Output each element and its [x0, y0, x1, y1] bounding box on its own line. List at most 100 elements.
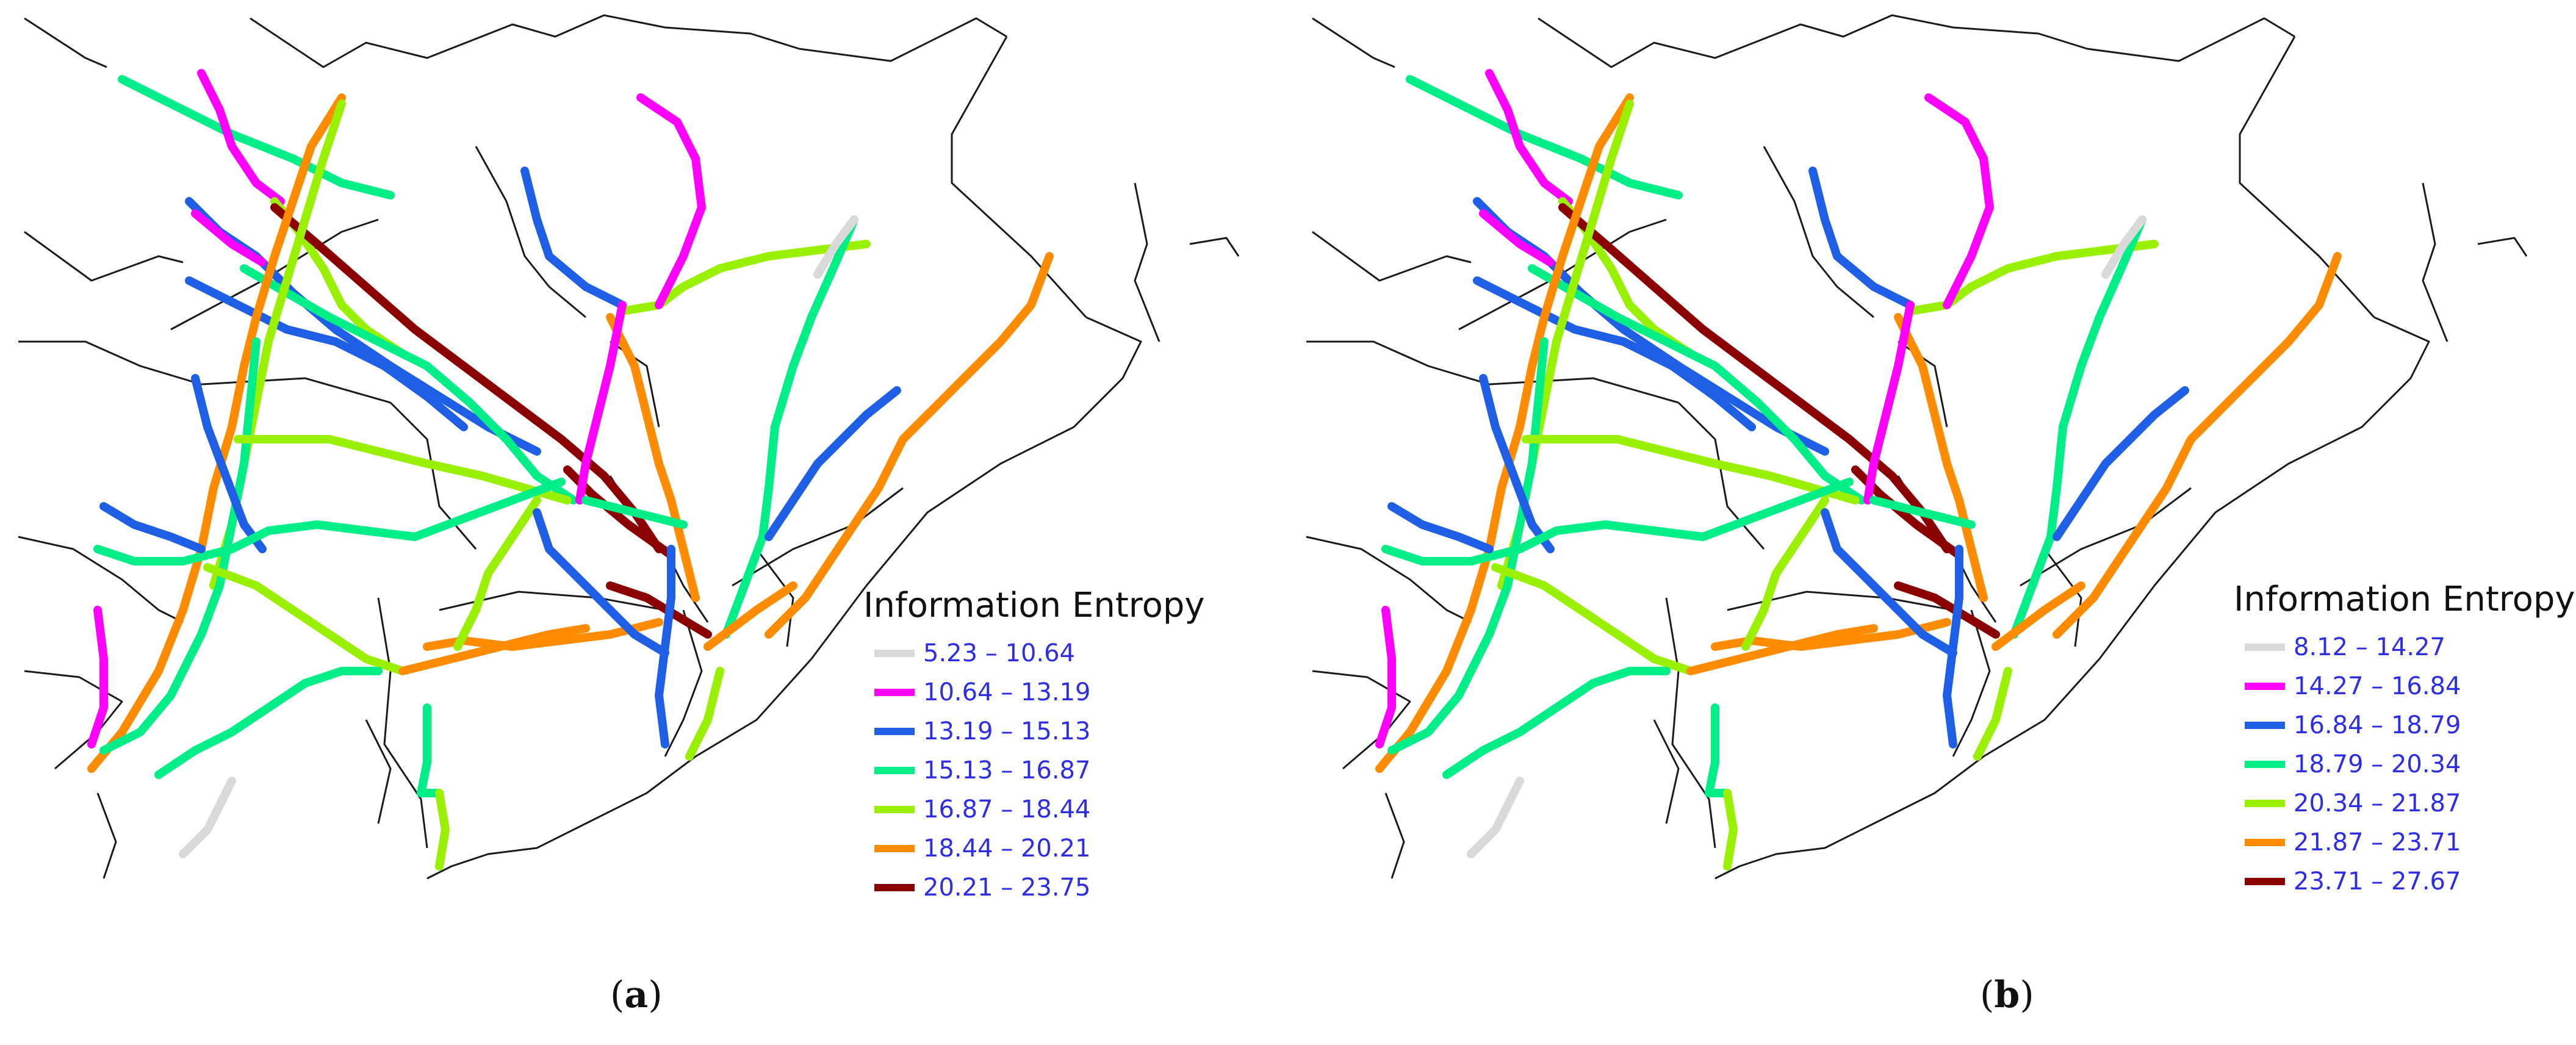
- panel-caption: (a): [610, 974, 663, 1016]
- route-segment: [234, 435, 572, 505]
- boundary-line: [1134, 182, 1160, 342]
- boundary-line: [664, 609, 703, 757]
- map-panel-a: Information Entropy 5.23 – 10.64 10.64 –…: [0, 0, 1288, 1045]
- route-segment: [655, 545, 675, 749]
- route-segment: [685, 667, 724, 761]
- route-segment: [398, 624, 590, 675]
- boundary-line: [2239, 36, 2375, 318]
- route-segment: [1375, 606, 1396, 749]
- route-segment: [1479, 374, 1555, 553]
- legend-swatch: [2245, 878, 2285, 885]
- route-segment: [118, 75, 395, 199]
- boundary-line: [1384, 792, 1405, 879]
- route-segment: [179, 777, 236, 858]
- route-segment: [1387, 337, 1549, 755]
- route-segment: [2053, 252, 2342, 639]
- route-segment: [1686, 624, 1878, 675]
- boundary-line: [1312, 17, 1395, 68]
- route-segment: [99, 502, 206, 553]
- boundary-line: [1653, 719, 1680, 824]
- boundaries-layer: [1306, 14, 2528, 880]
- legend-item: 13.19 – 15.13: [863, 712, 1205, 751]
- route-segment: [1375, 93, 1634, 773]
- legend-item: 21.87 – 23.71: [2234, 823, 2575, 862]
- boundary-line: [2043, 548, 2082, 647]
- legend-swatch: [2245, 722, 2285, 729]
- route-segment: [1894, 313, 1988, 602]
- legend: Information Entropy 8.12 – 14.27 14.27 –…: [2234, 580, 2575, 901]
- route-segment: [1991, 581, 2085, 651]
- boundary-line: [1312, 670, 1411, 770]
- route-segment: [636, 93, 706, 309]
- route-segment: [1485, 69, 1573, 206]
- route-segment: [575, 301, 627, 505]
- map-panel-b: Information Entropy 8.12 – 14.27 14.27 –…: [1288, 0, 2576, 1045]
- legend-item: 18.44 – 20.21: [863, 829, 1205, 868]
- route-segment: [813, 215, 858, 279]
- legend-label: 14.27 – 16.84: [2294, 672, 2461, 700]
- map-b[interactable]: [1288, 0, 2576, 1045]
- legend-label: 8.12 – 14.27: [2294, 633, 2446, 661]
- route-segment: [203, 563, 407, 675]
- route-segment: [2053, 386, 2189, 541]
- legend-item: 5.23 – 10.64: [863, 634, 1205, 673]
- boundary-line: [2422, 182, 2448, 342]
- route-segment: [1821, 508, 1957, 657]
- route-segment: [1528, 264, 1866, 505]
- legend-item: 16.84 – 18.79: [2234, 706, 2575, 745]
- route-segment: [1442, 667, 1671, 779]
- boundary-line: [2477, 237, 2528, 257]
- boundary-line: [951, 36, 1087, 318]
- boundary-line: [1189, 237, 1240, 257]
- route-segment: [191, 209, 267, 267]
- legend-label: 18.44 – 20.21: [923, 835, 1091, 863]
- boundary-line: [377, 597, 428, 849]
- route-segment: [703, 581, 797, 651]
- boundary-line: [1306, 340, 1679, 404]
- route-segment: [581, 496, 688, 529]
- legend-item: 20.34 – 21.87: [2234, 784, 2575, 823]
- boundary-line: [1665, 597, 1716, 849]
- route-segment: [1387, 502, 1494, 553]
- legend-label: 16.87 – 18.44: [923, 795, 1091, 824]
- legend-swatch: [874, 884, 915, 891]
- legend-item: 20.21 – 23.75: [863, 868, 1205, 907]
- legend-swatch: [2245, 683, 2285, 690]
- legend-label: 23.71 – 27.67: [2294, 867, 2461, 896]
- legend-label: 15.13 – 16.87: [923, 756, 1091, 785]
- boundary-line: [18, 340, 391, 404]
- panel-caption-letter: a: [624, 974, 649, 1016]
- route-segment: [1741, 496, 1829, 651]
- boundary-line: [732, 487, 904, 587]
- legend-swatch: [874, 806, 915, 813]
- route-segment: [435, 789, 450, 871]
- map-a[interactable]: [0, 0, 1288, 1045]
- route-segment: [87, 93, 346, 773]
- route-segment: [1491, 563, 1695, 675]
- legend-item: 10.64 – 13.19: [863, 673, 1205, 712]
- boundary-line: [475, 146, 586, 318]
- legend-swatch: [2245, 839, 2285, 846]
- boundary-line: [365, 719, 392, 824]
- route-segment: [1479, 209, 1555, 267]
- boundary-line: [426, 658, 813, 880]
- boundary-line: [24, 670, 123, 770]
- legend-swatch: [2245, 761, 2285, 768]
- legend-label: 18.79 – 20.34: [2294, 750, 2461, 778]
- boundary-line: [24, 17, 107, 68]
- route-segment: [197, 69, 285, 206]
- route-segment: [1808, 167, 1915, 309]
- route-segment: [93, 478, 566, 566]
- route-segment: [1473, 276, 1756, 431]
- route-segment: [1869, 496, 1976, 529]
- panel-caption: (b): [1980, 974, 2034, 1016]
- boundary-line: [610, 340, 660, 428]
- boundary-line: [1714, 658, 2101, 880]
- route-segment: [2010, 215, 2146, 639]
- panel-caption-letter: b: [1994, 974, 2020, 1016]
- route-segment: [1894, 581, 2000, 639]
- boundary-line: [389, 401, 477, 550]
- route-segment: [1467, 777, 1524, 858]
- route-segment: [1863, 301, 1915, 505]
- route-segment: [270, 203, 663, 553]
